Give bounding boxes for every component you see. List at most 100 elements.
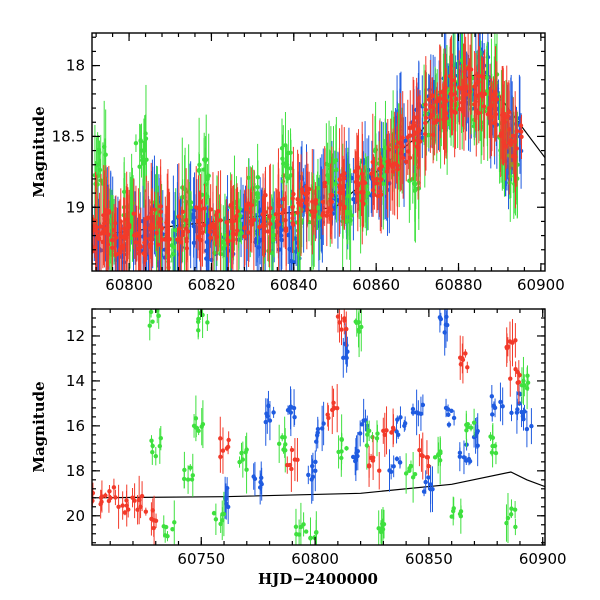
top-point <box>137 251 142 256</box>
top-point <box>175 237 180 242</box>
top-point <box>286 150 291 156</box>
bottom-panel-frame <box>91 308 546 546</box>
bottom-ytick-label: 18 <box>66 462 85 480</box>
bottom-point <box>364 443 370 448</box>
top-point <box>263 209 268 215</box>
bottom-point <box>283 442 288 447</box>
bottom-point <box>517 372 522 378</box>
bottom-panel-ticks: 60750 60800 60850 60900 12 14 16 18 20 <box>66 308 567 568</box>
top-point <box>92 224 97 229</box>
bottom-ytick-label: 14 <box>66 372 85 390</box>
bottom-point <box>151 525 156 531</box>
top-point <box>452 109 457 115</box>
bottom-point <box>508 376 513 381</box>
top-point <box>351 196 356 202</box>
bottom-point <box>420 453 425 459</box>
bottom-point <box>280 435 285 440</box>
top-point <box>158 204 163 209</box>
bottom-point <box>471 420 477 425</box>
bottom-point <box>344 446 349 451</box>
bottom-model-line <box>92 471 545 499</box>
bottom-point <box>148 309 154 315</box>
top-point <box>242 234 247 239</box>
top-point <box>370 187 376 193</box>
bottom-point <box>522 383 527 388</box>
bottom-point <box>309 477 314 482</box>
top-xtick-label: 60840 <box>270 276 318 294</box>
bottom-point <box>310 463 315 469</box>
bottom-point <box>342 316 347 321</box>
bottom-point <box>366 428 372 434</box>
top-point <box>249 220 255 225</box>
top-point <box>205 174 210 179</box>
top-point <box>164 234 169 240</box>
top-point <box>119 254 125 260</box>
top-point <box>518 123 524 128</box>
top-point <box>390 164 395 170</box>
bottom-point <box>465 365 470 370</box>
bottom-point <box>489 394 495 399</box>
top-point <box>390 169 396 174</box>
top-point <box>375 193 381 199</box>
top-point <box>511 133 516 138</box>
top-point <box>279 227 285 232</box>
top-point <box>329 192 335 198</box>
top-point <box>378 177 384 182</box>
top-point <box>255 184 260 190</box>
top-point <box>342 205 347 211</box>
bottom-point <box>379 527 384 533</box>
bottom-point <box>394 429 399 434</box>
bottom-point <box>341 355 346 361</box>
bottom-panel: 60750 60800 60850 60900 12 14 16 18 20 Magnitude… <box>30 308 567 588</box>
bottom-point <box>225 504 231 510</box>
bottom-point <box>450 508 456 514</box>
top-point <box>406 149 411 154</box>
top-point <box>97 150 102 155</box>
bottom-point <box>157 443 163 449</box>
top-point <box>113 235 119 241</box>
bottom-point <box>445 322 450 328</box>
bottom-point <box>113 495 118 500</box>
bottom-point <box>461 455 467 460</box>
top-point <box>386 147 391 152</box>
top-panel: 60800 60820 60840 60860 60880 60900 18 18.5 19 M… <box>30 32 565 294</box>
bottom-point <box>412 471 418 477</box>
bottom-point <box>150 449 155 455</box>
bottom-point <box>130 495 135 500</box>
bottom-point <box>291 405 297 411</box>
bottom-point <box>468 425 474 430</box>
bottom-point <box>449 408 454 413</box>
bottom-point <box>489 450 495 455</box>
bottom-point <box>524 426 530 432</box>
top-point <box>222 243 228 248</box>
bottom-point <box>199 424 204 429</box>
bottom-point <box>138 504 143 509</box>
top-point <box>110 245 115 250</box>
top-point <box>226 238 231 244</box>
bottom-point <box>244 467 249 472</box>
top-point <box>116 251 122 256</box>
bottom-point <box>325 412 330 417</box>
top-point <box>229 218 235 223</box>
bottom-point <box>396 432 401 438</box>
top-point <box>313 209 318 214</box>
top-point <box>191 240 197 246</box>
bottom-point <box>492 443 498 449</box>
bottom-point <box>426 475 431 480</box>
bottom-point <box>504 520 509 526</box>
bottom-point <box>314 433 320 438</box>
bottom-point <box>516 379 522 385</box>
top-point <box>273 212 279 217</box>
bottom-point <box>490 435 496 440</box>
top-point <box>337 183 342 188</box>
top-point <box>138 139 143 144</box>
bottom-point <box>289 447 295 453</box>
bottom-point <box>161 524 166 529</box>
top-point <box>480 94 485 99</box>
top-point <box>145 215 151 221</box>
bottom-point <box>150 319 155 324</box>
top-point <box>220 246 226 251</box>
top-point <box>398 140 403 145</box>
top-point <box>202 206 207 211</box>
top-point <box>102 216 107 222</box>
